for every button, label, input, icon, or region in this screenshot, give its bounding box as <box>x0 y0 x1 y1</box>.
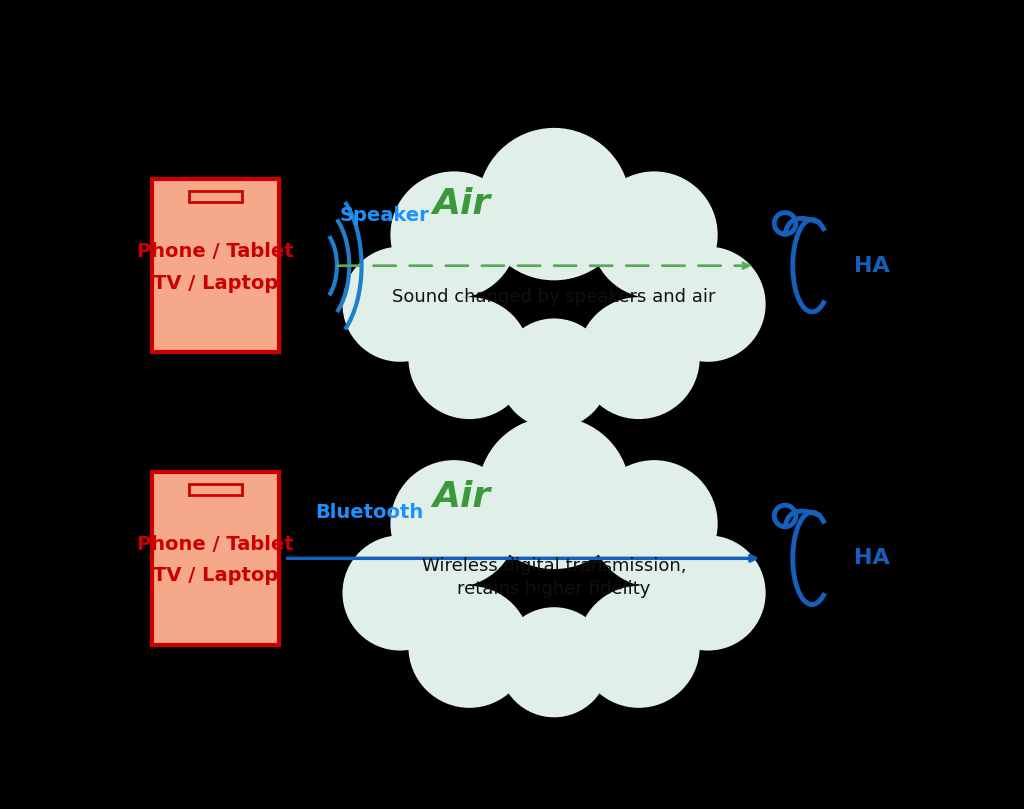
Circle shape <box>650 247 766 362</box>
Circle shape <box>342 536 458 650</box>
Circle shape <box>409 297 530 419</box>
Text: TV / Laptop: TV / Laptop <box>153 566 278 585</box>
Circle shape <box>390 172 517 299</box>
Text: Air: Air <box>432 187 490 221</box>
Circle shape <box>478 417 631 569</box>
Text: HA: HA <box>854 549 890 568</box>
Circle shape <box>591 172 718 299</box>
Bar <box>152 179 279 353</box>
Circle shape <box>578 297 699 419</box>
Circle shape <box>591 460 718 587</box>
Text: Speaker: Speaker <box>340 206 430 225</box>
Bar <box>152 472 279 645</box>
Bar <box>188 191 242 202</box>
Text: Phone / Tablet: Phone / Tablet <box>137 535 294 554</box>
Text: Phone / Tablet: Phone / Tablet <box>137 243 294 261</box>
Text: retains higher fidelity: retains higher fidelity <box>458 580 650 598</box>
Text: HA: HA <box>854 256 890 276</box>
Circle shape <box>390 460 517 587</box>
Circle shape <box>499 608 609 718</box>
Circle shape <box>478 128 631 281</box>
Circle shape <box>342 247 458 362</box>
Text: Bluetooth: Bluetooth <box>315 502 424 522</box>
Circle shape <box>650 536 766 650</box>
Circle shape <box>578 586 699 708</box>
Text: Air: Air <box>432 480 490 514</box>
Circle shape <box>409 586 530 708</box>
Text: Wireless digital transmission,: Wireless digital transmission, <box>422 557 686 575</box>
Bar <box>188 484 242 495</box>
Circle shape <box>499 319 609 429</box>
Text: TV / Laptop: TV / Laptop <box>153 273 278 293</box>
Text: Sound changed by speakers and air: Sound changed by speakers and air <box>392 287 716 306</box>
